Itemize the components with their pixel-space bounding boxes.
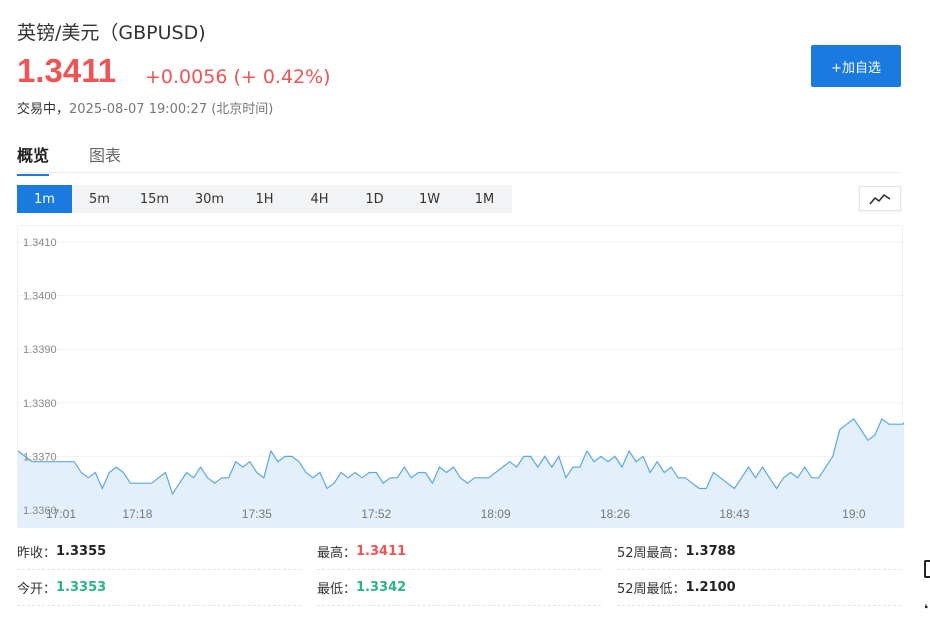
x-tick-label: 19:0 bbox=[842, 507, 866, 521]
price-chart: 1.3410 1.3400 1.3390 1.3380 1.3370 1.3360 17:… bbox=[17, 225, 904, 528]
price-chart-svg: 1.3410 1.3400 1.3390 1.3380 1.3370 1.3360 17:… bbox=[18, 237, 904, 528]
period-1m[interactable]: 1m bbox=[17, 185, 72, 213]
y-tick-label: 1.3380 bbox=[23, 398, 57, 410]
period-30m[interactable]: 30m bbox=[194, 191, 225, 207]
stat-label: 今开： bbox=[17, 582, 57, 597]
x-tick-label: 18:26 bbox=[600, 507, 630, 521]
price-change: +0.0056 (+ 0.42%) bbox=[145, 66, 331, 88]
x-tick-label: 17:01 bbox=[46, 507, 76, 521]
stat-52w-high: 52周最高： 1.3788 bbox=[617, 534, 901, 570]
period-4h[interactable]: 4H bbox=[310, 191, 329, 207]
stat-label: 昨收： bbox=[17, 546, 57, 561]
y-tick-label: 1.3400 bbox=[23, 291, 57, 303]
y-tick-label: 1.3370 bbox=[23, 451, 57, 463]
stat-open: 今开： 1.3353 bbox=[17, 570, 301, 606]
period-1mo[interactable]: 1M bbox=[474, 191, 495, 207]
line-chart-icon bbox=[869, 193, 891, 205]
period-selector: 1m 5m 15m 30m 1H 4H 1D 1W 1M bbox=[17, 185, 512, 213]
stat-label: 最高： bbox=[317, 546, 357, 561]
x-tick-label: 17:18 bbox=[122, 507, 152, 521]
period-1w[interactable]: 1W bbox=[418, 191, 441, 207]
stat-high: 最高： 1.3411 bbox=[317, 534, 601, 570]
side-widget-icon[interactable] bbox=[924, 560, 930, 578]
stat-value: 1.3411 bbox=[356, 544, 407, 559]
side-quote-icon[interactable]: ❛ bbox=[924, 602, 929, 616]
stat-52w-low: 52周最低： 1.2100 bbox=[617, 570, 901, 606]
stat-label: 52周最低： bbox=[617, 582, 686, 597]
price-line bbox=[18, 417, 904, 496]
y-tick-label: 1.3360 bbox=[23, 505, 57, 517]
stat-prev-close: 昨收： 1.3355 bbox=[17, 534, 301, 570]
trade-status-text: 交易中， bbox=[17, 102, 70, 117]
trade-status: 交易中，2025-08-07 19:00:27 (北京时间) bbox=[17, 98, 273, 117]
period-1h[interactable]: 1H bbox=[255, 191, 274, 207]
x-tick-label: 18:43 bbox=[719, 507, 749, 521]
chart-type-toggle[interactable] bbox=[859, 186, 901, 211]
add-watchlist-button[interactable]: +加自选 bbox=[811, 45, 901, 87]
stat-value: 1.3355 bbox=[56, 544, 107, 559]
y-tick-label: 1.3390 bbox=[23, 344, 57, 356]
y-tick-label: 1.3410 bbox=[23, 237, 57, 249]
stat-low: 最低： 1.3342 bbox=[317, 570, 601, 606]
stat-value: 1.2100 bbox=[685, 580, 736, 595]
price-area-fill bbox=[18, 418, 904, 528]
x-tick-label: 18:09 bbox=[481, 507, 511, 521]
stat-value: 1.3342 bbox=[356, 580, 407, 595]
stat-label: 52周最高： bbox=[617, 546, 686, 561]
x-tick-label: 17:52 bbox=[361, 507, 391, 521]
page-title: 英镑/美元（GBPUSD) bbox=[17, 22, 206, 44]
x-tick-label: 17:35 bbox=[242, 507, 272, 521]
timestamp: 2025-08-07 19:00:27 (北京时间) bbox=[69, 102, 274, 117]
period-5m[interactable]: 5m bbox=[89, 191, 110, 207]
period-1d[interactable]: 1D bbox=[365, 191, 384, 207]
tab-bar: 概览 图表 bbox=[17, 140, 901, 176]
stat-value: 1.3788 bbox=[685, 544, 736, 559]
tab-chart[interactable]: 图表 bbox=[89, 146, 122, 165]
stat-label: 最低： bbox=[317, 582, 357, 597]
period-15m[interactable]: 15m bbox=[139, 191, 170, 207]
current-price: 1.3411 bbox=[17, 52, 117, 89]
stat-value: 1.3353 bbox=[56, 580, 107, 595]
tab-overview[interactable]: 概览 bbox=[17, 142, 50, 176]
